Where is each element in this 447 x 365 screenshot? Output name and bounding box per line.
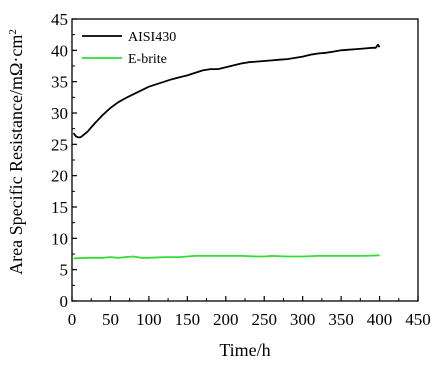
y-axis: 0 5 10 15 20 25 30 35 40 45 bbox=[51, 10, 77, 311]
series-layer bbox=[72, 43, 381, 260]
plot-frame bbox=[71, 18, 419, 302]
y-tick-label: 5 bbox=[60, 261, 69, 280]
x-tick-label: 100 bbox=[136, 310, 162, 329]
y-tick-label: 35 bbox=[51, 73, 68, 92]
y-tick-label: 25 bbox=[51, 135, 68, 154]
y-axis-title-superscript: 2 bbox=[7, 29, 19, 35]
x-tick-label: 250 bbox=[251, 310, 277, 329]
y-axis-title-text: Area Specific Resistance/mΩ·cm bbox=[6, 35, 26, 275]
y-tick-label: 10 bbox=[51, 229, 68, 248]
y-tick-label: 15 bbox=[51, 198, 68, 217]
x-tick-label: 300 bbox=[290, 310, 316, 329]
x-tick-label: 50 bbox=[102, 310, 119, 329]
y-tick-label: 30 bbox=[51, 104, 68, 123]
x-axis: 0 50 100 150 200 250 300 350 400 450 bbox=[68, 296, 431, 329]
x-tick-label: 150 bbox=[175, 310, 201, 329]
x-tick-label: 450 bbox=[405, 310, 431, 329]
series-line-aisi430 bbox=[72, 43, 381, 139]
y-tick-label: 45 bbox=[51, 10, 68, 29]
plot-area bbox=[71, 18, 419, 302]
legend: AISI430 E-brite bbox=[82, 30, 176, 67]
series-line-e-brite bbox=[73, 254, 380, 260]
legend-label: E-brite bbox=[128, 52, 167, 67]
y-axis-title: Area Specific Resistance/mΩ·cm2 bbox=[6, 29, 26, 275]
x-tick-label: 0 bbox=[68, 310, 77, 329]
x-tick-label: 200 bbox=[213, 310, 239, 329]
y-tick-label: 40 bbox=[51, 41, 68, 60]
y-tick-label: 0 bbox=[60, 292, 69, 311]
x-tick-label: 350 bbox=[328, 310, 354, 329]
y-tick-label: 20 bbox=[51, 167, 68, 186]
x-tick-label: 400 bbox=[367, 310, 393, 329]
legend-label: AISI430 bbox=[128, 30, 176, 45]
x-axis-title: Time/h bbox=[219, 340, 270, 360]
